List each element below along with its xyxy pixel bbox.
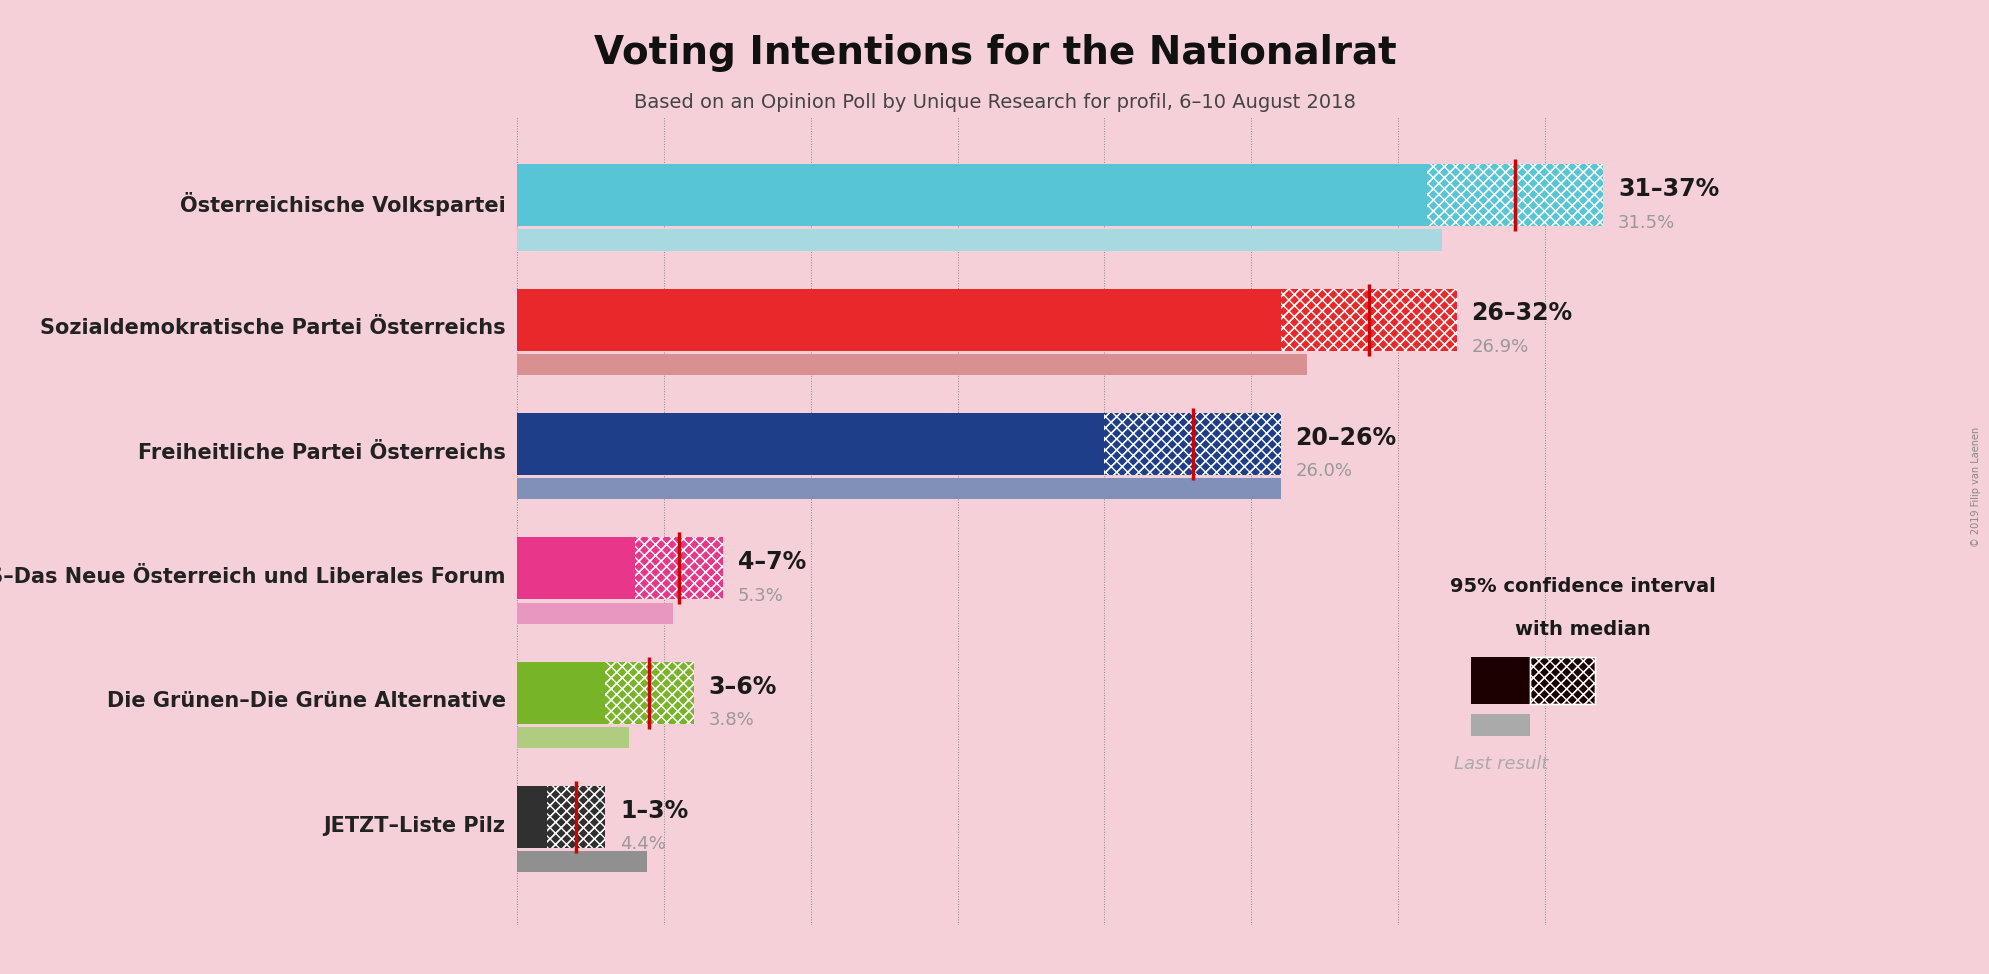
- Text: Sozialdemokratische Partei Österreichs: Sozialdemokratische Partei Österreichs: [40, 318, 505, 338]
- Bar: [1281, 288, 1456, 351]
- Text: JETZT–Liste Pilz: JETZT–Liste Pilz: [324, 816, 505, 836]
- Bar: [1281, 288, 1456, 351]
- Bar: [1530, 656, 1593, 704]
- Bar: [634, 538, 722, 599]
- Bar: [517, 661, 605, 724]
- Text: © 2019 Filip van Laenen: © 2019 Filip van Laenen: [1969, 427, 1981, 547]
- Text: 3–6%: 3–6%: [708, 675, 776, 698]
- Bar: [605, 661, 694, 724]
- Bar: [605, 661, 694, 724]
- Text: Based on an Opinion Poll by Unique Research for profil, 6–10 August 2018: Based on an Opinion Poll by Unique Resea…: [634, 93, 1355, 112]
- Text: 95% confidence interval: 95% confidence interval: [1450, 577, 1715, 596]
- Bar: [634, 538, 722, 599]
- Bar: [547, 786, 605, 848]
- Text: 20–26%: 20–26%: [1295, 426, 1396, 450]
- Text: Die Grünen–Die Grüne Alternative: Die Grünen–Die Grüne Alternative: [107, 692, 505, 711]
- Text: 4.4%: 4.4%: [621, 836, 666, 853]
- Bar: [1530, 656, 1593, 704]
- Bar: [517, 603, 672, 623]
- Bar: [1426, 165, 1603, 226]
- Text: 4–7%: 4–7%: [738, 550, 806, 574]
- Bar: [517, 727, 629, 748]
- Text: 26.9%: 26.9%: [1470, 338, 1528, 356]
- Text: Last result: Last result: [1452, 755, 1547, 773]
- Bar: [1426, 165, 1603, 226]
- Bar: [1104, 413, 1281, 475]
- Bar: [517, 354, 1307, 375]
- Bar: [1281, 288, 1456, 351]
- Text: Österreichische Volkspartei: Österreichische Volkspartei: [179, 192, 505, 216]
- Bar: [605, 661, 694, 724]
- Bar: [1470, 715, 1530, 735]
- Bar: [517, 288, 1281, 351]
- Bar: [517, 478, 1281, 500]
- Text: 3.8%: 3.8%: [708, 711, 754, 730]
- Bar: [1530, 656, 1593, 704]
- Bar: [1104, 413, 1281, 475]
- Text: with median: with median: [1514, 620, 1651, 639]
- Text: 1–3%: 1–3%: [621, 799, 688, 823]
- Text: 26–32%: 26–32%: [1470, 301, 1571, 325]
- Bar: [1104, 413, 1281, 475]
- Text: 31.5%: 31.5%: [1617, 213, 1675, 232]
- Text: NEOS–Das Neue Österreich und Liberales Forum: NEOS–Das Neue Österreich und Liberales F…: [0, 567, 505, 587]
- Text: 31–37%: 31–37%: [1617, 177, 1718, 201]
- Bar: [517, 230, 1442, 250]
- Bar: [517, 786, 547, 848]
- Bar: [517, 413, 1104, 475]
- Text: Freiheitliche Partei Österreichs: Freiheitliche Partei Österreichs: [137, 443, 505, 463]
- Bar: [1426, 165, 1603, 226]
- Bar: [517, 538, 634, 599]
- Bar: [547, 786, 605, 848]
- Bar: [1470, 656, 1530, 704]
- Text: Voting Intentions for the Nationalrat: Voting Intentions for the Nationalrat: [593, 34, 1396, 72]
- Bar: [547, 786, 605, 848]
- Bar: [517, 851, 646, 873]
- Text: 26.0%: 26.0%: [1295, 463, 1353, 480]
- Bar: [517, 165, 1426, 226]
- Bar: [634, 538, 722, 599]
- Text: 5.3%: 5.3%: [738, 586, 784, 605]
